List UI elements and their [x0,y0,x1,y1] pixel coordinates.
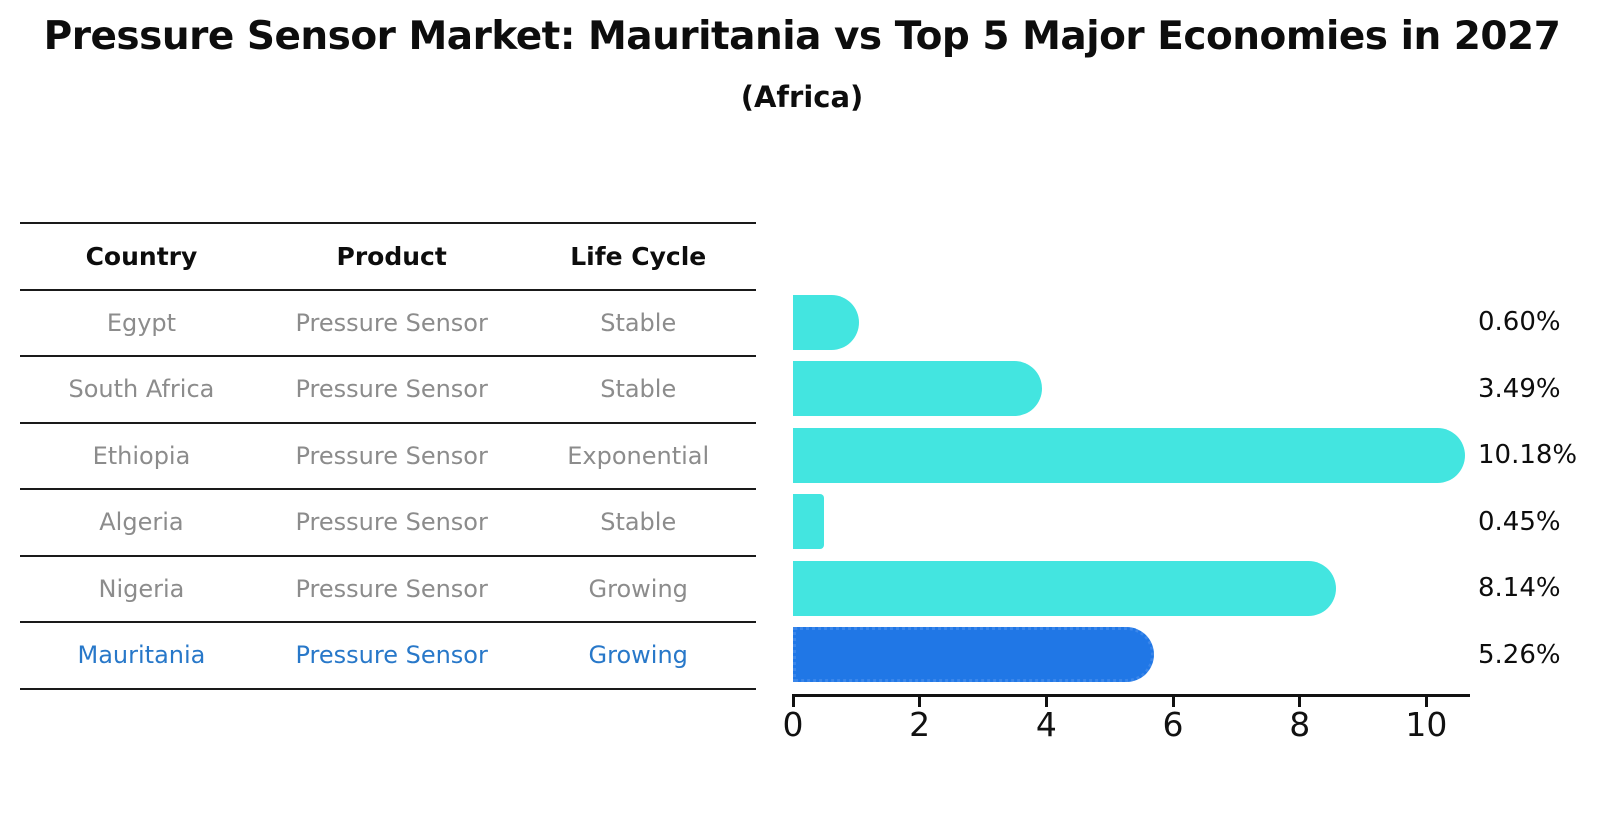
column-header-lifecycle: Life Cycle [570,241,707,271]
country-cell: Egypt [106,308,177,337]
table-row-nigeria: Nigeria Pressure Sensor Growing [20,557,756,623]
product-cell: Pressure Sensor [295,508,488,537]
value-label-algeria: 0.45% [1478,506,1561,537]
bar-ethiopia [793,427,1466,483]
lifecycle-cell: Stable [600,508,677,537]
x-tick-mark [1298,697,1302,707]
table-row-algeria: Algeria Pressure Sensor Stable [20,490,756,557]
lifecycle-cell: Stable [600,308,677,337]
table-row-ethiopia: Ethiopia Pressure Sensor Exponential [20,424,756,490]
value-label-ethiopia: 10.18% [1478,440,1578,471]
column-header-product: Product [336,241,447,271]
x-tick-label: 0 [782,705,804,744]
x-tick-mark [791,697,795,707]
lifecycle-cell: Growing [588,641,688,670]
bar-nigeria [793,560,1337,616]
table-row-south-africa: South Africa Pressure Sensor Stable [20,357,756,424]
lifecycle-cell: Stable [600,375,677,404]
product-cell: Pressure Sensor [295,308,488,337]
x-tick-mark [1424,697,1428,707]
product-cell: Pressure Sensor [295,375,488,404]
product-cell: Pressure Sensor [295,641,488,670]
x-tick-label: 10 [1405,705,1448,744]
country-cell: Ethiopia [92,441,191,470]
chart-subtitle: (Africa) [740,80,864,114]
chart-title: Pressure Sensor Market: Mauritania vs To… [43,14,1561,59]
table-row-mauritania: Mauritania Pressure Sensor Growing [20,623,756,690]
lifecycle-cell: Exponential [567,441,710,470]
column-header-country: Country [85,241,198,271]
value-label-mauritania: 5.26% [1478,639,1561,670]
value-label-egypt: 0.60% [1478,307,1561,338]
country-cell: Algeria [99,508,184,537]
x-tick-mark [1044,697,1048,707]
bar-egypt [793,294,859,350]
value-label-south-africa: 3.49% [1478,373,1561,404]
country-cell: Nigeria [98,574,185,603]
country-cell: South Africa [68,375,215,404]
x-tick-label: 8 [1289,705,1311,744]
table-row-egypt: Egypt Pressure Sensor Stable [20,291,756,357]
table-header-row: Country Product Life Cycle [20,224,756,291]
country-cell: Mauritania [77,641,206,670]
product-cell: Pressure Sensor [295,441,488,470]
x-tick-label: 2 [909,705,931,744]
x-tick-mark [918,697,922,707]
x-tick-mark [1171,697,1175,707]
bar-south-africa [793,361,1042,417]
bar-algeria [793,494,824,550]
x-tick-label: 4 [1035,705,1057,744]
lifecycle-cell: Growing [588,574,688,603]
x-axis-line [792,694,1470,697]
value-label-nigeria: 8.14% [1478,573,1561,604]
product-cell: Pressure Sensor [295,574,488,603]
bar-mauritania [793,627,1154,683]
x-tick-label: 6 [1162,705,1184,744]
data-table: Country Product Life Cycle Egypt Pressur… [20,222,756,690]
